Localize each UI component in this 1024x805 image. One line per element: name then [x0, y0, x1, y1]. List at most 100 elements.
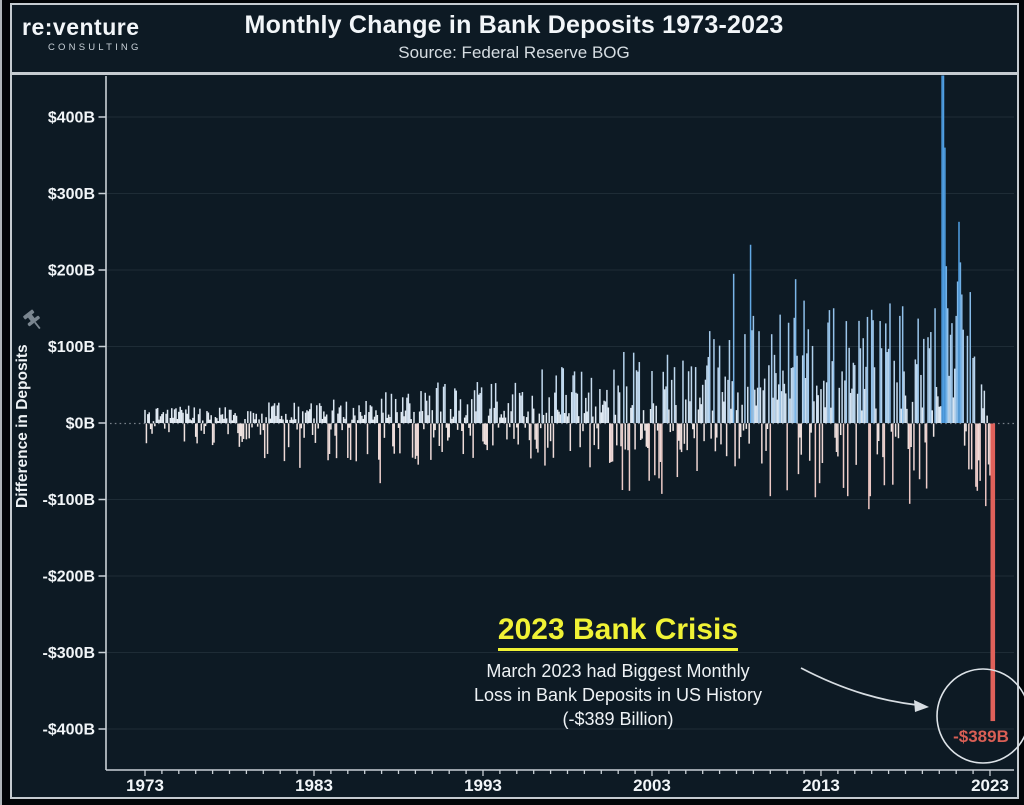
bar: [866, 316, 869, 423]
bar: [859, 348, 862, 423]
source-subtitle: Source: Federal Reserve BOG: [398, 43, 630, 62]
bar: [751, 330, 753, 423]
bar: [351, 419, 353, 423]
bar: [335, 423, 338, 459]
bar: [175, 408, 177, 423]
bar: [276, 405, 279, 423]
bar: [372, 419, 374, 423]
bar: [834, 423, 836, 438]
bar: [832, 308, 835, 423]
bar: [793, 317, 795, 423]
bar: [713, 339, 715, 423]
bar: [273, 403, 276, 423]
bar: [632, 352, 635, 423]
bar: [578, 416, 580, 423]
bar: [185, 409, 187, 423]
bar: [496, 401, 498, 423]
bar: [935, 386, 938, 423]
bar: [927, 337, 929, 423]
page-title: Monthly Change in Bank Deposits 1973-202…: [244, 11, 784, 39]
bar: [313, 418, 315, 423]
bar: [516, 423, 518, 428]
bar: [692, 423, 694, 430]
bar: [873, 367, 876, 423]
bar: [910, 423, 912, 448]
bar: [925, 423, 928, 489]
bar: [580, 371, 583, 423]
bar: [854, 365, 856, 423]
bar: [517, 423, 519, 445]
bar: [616, 423, 618, 446]
bar: [966, 335, 969, 423]
bar: [696, 423, 698, 471]
bar: [166, 409, 169, 423]
bar: [539, 423, 542, 429]
bar: [300, 423, 303, 429]
bar: [397, 423, 400, 428]
bar: [534, 423, 536, 440]
bar: [907, 423, 910, 449]
bar: [758, 331, 760, 423]
bar: [200, 423, 203, 431]
bar: [932, 423, 935, 437]
bar: [552, 423, 555, 458]
bar: [547, 423, 549, 448]
bar: [716, 423, 718, 438]
bar: [163, 423, 166, 429]
axes: $400B $300B $200B $100B $0B -$100B -$200B -$300…: [43, 76, 1014, 795]
bar: [227, 423, 229, 435]
bar: [493, 407, 496, 423]
bar: [893, 360, 895, 423]
bar: [411, 423, 414, 458]
bar: [617, 385, 619, 423]
bar: [830, 407, 832, 423]
bar: [572, 375, 574, 423]
bar: [542, 414, 545, 423]
bar: [880, 348, 883, 423]
bar: [303, 423, 305, 438]
bar: [304, 412, 307, 423]
bar: [855, 423, 857, 465]
bar: [279, 419, 281, 423]
bar: [524, 423, 526, 428]
bar: [161, 414, 163, 423]
bar: [532, 408, 535, 423]
bar: [152, 421, 155, 423]
bar: [500, 414, 503, 423]
bar: [623, 351, 625, 423]
bar: [968, 423, 970, 470]
y-tick-label: -$300B: [43, 645, 95, 662]
bar: [739, 423, 742, 438]
bar: [724, 376, 726, 423]
y-axis-title: Difference in Deposits: [14, 344, 31, 508]
bar: [183, 423, 186, 442]
bar: [754, 389, 756, 423]
bar: [187, 405, 190, 423]
bar: [685, 399, 687, 423]
bar: [203, 423, 205, 434]
bar: [314, 423, 317, 443]
bar: [563, 413, 566, 423]
bar: [901, 306, 904, 423]
bar: [946, 308, 949, 423]
bar: [566, 416, 569, 423]
bar: [637, 371, 639, 423]
bar: [503, 410, 505, 423]
bar: [928, 348, 931, 423]
bar: [686, 423, 688, 451]
bar: [373, 416, 376, 423]
bar: [699, 397, 701, 423]
bar: [914, 359, 917, 423]
bar: [641, 423, 643, 439]
bar: [424, 392, 426, 423]
bar: [808, 423, 811, 461]
bar: [656, 423, 659, 431]
bar: [883, 423, 886, 486]
bar: [718, 345, 721, 423]
y-tick-label: $0B: [66, 416, 95, 433]
bar: [311, 423, 314, 435]
bar: [755, 405, 757, 423]
bar: [199, 408, 201, 423]
bar: [213, 423, 215, 443]
bar: [851, 388, 853, 423]
